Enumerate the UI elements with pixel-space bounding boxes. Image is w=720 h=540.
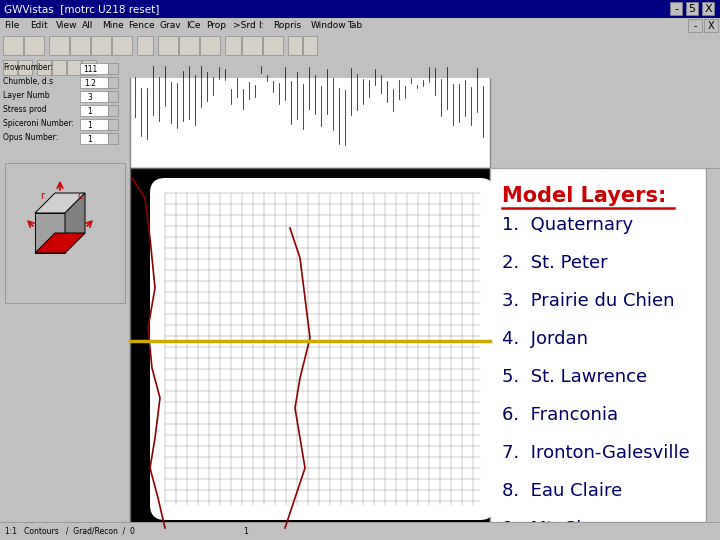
- FancyBboxPatch shape: [263, 36, 283, 55]
- FancyBboxPatch shape: [108, 119, 118, 130]
- FancyBboxPatch shape: [24, 36, 44, 55]
- FancyBboxPatch shape: [80, 63, 108, 74]
- FancyBboxPatch shape: [225, 36, 241, 55]
- Polygon shape: [35, 233, 85, 253]
- FancyBboxPatch shape: [130, 168, 490, 530]
- FancyBboxPatch shape: [80, 133, 108, 144]
- FancyBboxPatch shape: [108, 77, 118, 88]
- Text: Ropris: Ropris: [274, 22, 302, 30]
- FancyBboxPatch shape: [67, 60, 81, 75]
- Polygon shape: [35, 193, 85, 213]
- FancyBboxPatch shape: [490, 168, 706, 522]
- Text: >Srd: >Srd: [233, 22, 256, 30]
- Text: -: -: [674, 4, 678, 14]
- Text: -: -: [693, 21, 697, 31]
- Text: View: View: [56, 22, 78, 30]
- Text: 1:1   Contours   /  Grad/Recon  /  0                                            : 1:1 Contours / Grad/Recon / 0: [5, 527, 249, 536]
- FancyBboxPatch shape: [82, 60, 96, 75]
- Text: 1: 1: [88, 121, 92, 130]
- Text: Opus Number:: Opus Number:: [3, 133, 58, 142]
- Text: 1.  Quaternary: 1. Quaternary: [502, 216, 633, 234]
- FancyBboxPatch shape: [242, 36, 262, 55]
- FancyBboxPatch shape: [179, 36, 199, 55]
- FancyBboxPatch shape: [108, 105, 118, 116]
- Text: Grav: Grav: [160, 22, 181, 30]
- Text: 5.  St. Lawrence: 5. St. Lawrence: [502, 368, 647, 386]
- FancyBboxPatch shape: [70, 36, 90, 55]
- Text: File: File: [4, 22, 19, 30]
- FancyBboxPatch shape: [5, 163, 125, 303]
- FancyBboxPatch shape: [80, 119, 108, 130]
- Text: 8.  Eau Claire: 8. Eau Claire: [502, 482, 622, 500]
- FancyBboxPatch shape: [52, 60, 66, 75]
- FancyBboxPatch shape: [108, 91, 118, 102]
- FancyBboxPatch shape: [200, 36, 220, 55]
- Polygon shape: [35, 213, 65, 253]
- FancyBboxPatch shape: [688, 19, 702, 32]
- FancyBboxPatch shape: [91, 36, 111, 55]
- FancyBboxPatch shape: [686, 2, 698, 15]
- FancyBboxPatch shape: [108, 133, 118, 144]
- FancyBboxPatch shape: [704, 19, 718, 32]
- Text: 9.  Mt. Simon: 9. Mt. Simon: [502, 520, 621, 538]
- Text: 4.  Jordan: 4. Jordan: [502, 330, 588, 348]
- FancyBboxPatch shape: [49, 36, 69, 55]
- FancyBboxPatch shape: [702, 2, 714, 15]
- FancyBboxPatch shape: [112, 36, 132, 55]
- FancyBboxPatch shape: [288, 36, 302, 55]
- Text: 1: 1: [88, 135, 92, 144]
- Text: 3.  Prairie du Chien: 3. Prairie du Chien: [502, 292, 675, 310]
- Text: Stress prod: Stress prod: [3, 105, 47, 114]
- Text: Mine: Mine: [102, 22, 125, 30]
- Text: Fence: Fence: [128, 22, 155, 30]
- Text: Tab: Tab: [348, 22, 363, 30]
- FancyBboxPatch shape: [150, 178, 495, 520]
- Text: Frownumber:: Frownumber:: [3, 63, 53, 72]
- FancyBboxPatch shape: [303, 36, 317, 55]
- Text: Spiceroni Number:: Spiceroni Number:: [3, 119, 74, 128]
- Text: All: All: [82, 22, 94, 30]
- Polygon shape: [65, 193, 85, 253]
- Text: Window: Window: [310, 22, 346, 30]
- FancyBboxPatch shape: [3, 60, 17, 75]
- Text: 1.2: 1.2: [84, 79, 96, 88]
- FancyBboxPatch shape: [80, 91, 108, 102]
- FancyBboxPatch shape: [706, 168, 720, 522]
- FancyBboxPatch shape: [80, 77, 108, 88]
- FancyBboxPatch shape: [0, 58, 130, 540]
- FancyBboxPatch shape: [0, 58, 720, 78]
- FancyBboxPatch shape: [37, 60, 51, 75]
- FancyBboxPatch shape: [108, 63, 118, 74]
- FancyBboxPatch shape: [130, 58, 490, 168]
- Text: 2.  St. Peter: 2. St. Peter: [502, 254, 608, 272]
- Text: 1: 1: [88, 107, 92, 116]
- Text: ICe: ICe: [186, 22, 200, 30]
- Text: r: r: [40, 191, 44, 201]
- FancyBboxPatch shape: [0, 0, 720, 18]
- Text: 6.  Franconia: 6. Franconia: [502, 406, 618, 424]
- FancyBboxPatch shape: [0, 18, 720, 34]
- Text: Prop: Prop: [207, 22, 227, 30]
- Text: I:: I:: [258, 22, 264, 30]
- Text: GWVistas  [motrc U218 reset]: GWVistas [motrc U218 reset]: [4, 4, 159, 14]
- Text: X: X: [708, 21, 714, 31]
- Text: 111: 111: [83, 65, 97, 74]
- FancyBboxPatch shape: [80, 105, 108, 116]
- Text: 5: 5: [688, 4, 696, 14]
- FancyBboxPatch shape: [3, 36, 23, 55]
- FancyBboxPatch shape: [158, 36, 178, 55]
- Text: c: c: [78, 191, 84, 201]
- FancyBboxPatch shape: [137, 36, 153, 55]
- Text: Model Layers:: Model Layers:: [502, 186, 667, 206]
- Text: 7.  Ironton-Galesville: 7. Ironton-Galesville: [502, 444, 690, 462]
- FancyBboxPatch shape: [0, 34, 720, 58]
- Text: 3: 3: [88, 93, 92, 102]
- FancyBboxPatch shape: [0, 522, 720, 540]
- Text: Edit: Edit: [30, 22, 48, 30]
- Text: Chumble, d.s: Chumble, d.s: [3, 77, 53, 86]
- Text: X: X: [704, 4, 712, 14]
- Text: Layer Numb: Layer Numb: [3, 91, 50, 100]
- FancyBboxPatch shape: [18, 60, 32, 75]
- FancyBboxPatch shape: [670, 2, 682, 15]
